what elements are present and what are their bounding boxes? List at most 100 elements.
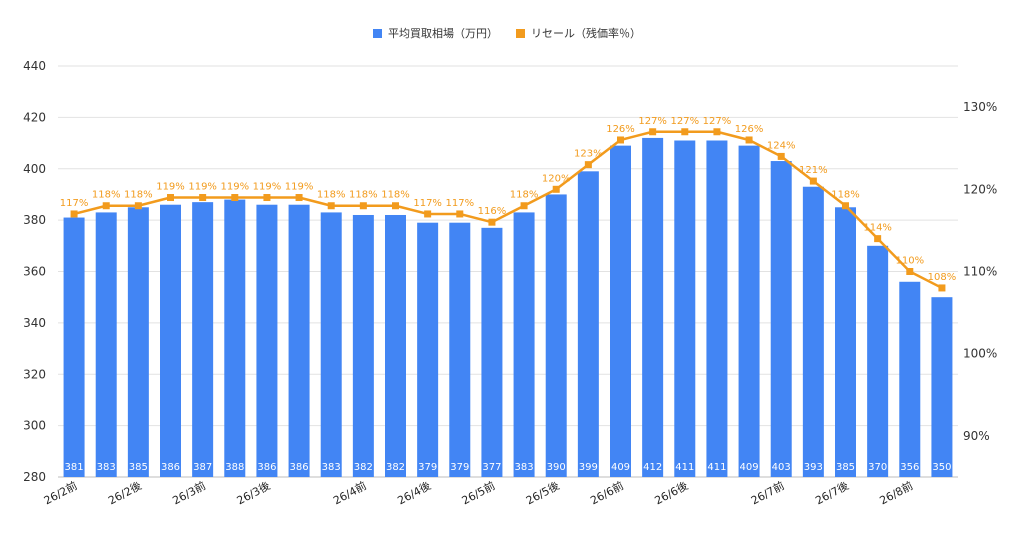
line-point-label: 119% <box>220 182 249 193</box>
line-series: 117%118% 118%119% 119% 119% 119% 119%118% 118%… <box>60 116 956 292</box>
line-point-label: 126% <box>606 124 635 135</box>
bar-value-label: 411 <box>675 462 694 473</box>
line-point-label: 118% <box>317 190 346 201</box>
y-right-tick-label: 90% <box>963 429 990 443</box>
y-left-tick-label: 420 <box>23 110 46 124</box>
bar-value-label: 388 <box>225 462 244 473</box>
line-point <box>424 210 432 218</box>
bar <box>867 245 889 477</box>
bar <box>352 214 374 478</box>
line-point-label: 118% <box>92 190 121 201</box>
line-point <box>809 177 817 185</box>
y-left-tick-label: 400 <box>23 162 46 176</box>
line-point <box>906 268 914 275</box>
line-point <box>167 194 174 202</box>
line-point-label: 108% <box>928 272 957 283</box>
line-point-label: 110% <box>895 256 924 267</box>
y-right-tick-label: 100% <box>963 347 997 361</box>
bar-value-label: 377 <box>482 462 501 473</box>
bar <box>417 222 439 477</box>
line-point <box>392 202 399 210</box>
bar-value-label: 412 <box>643 462 662 473</box>
bar-value-label: 356 <box>900 462 919 473</box>
bar-value-label: 382 <box>354 462 373 473</box>
bar-value-label: 350 <box>932 462 951 473</box>
bar-value-label: 386 <box>257 462 276 473</box>
line-point <box>874 235 882 243</box>
line-point-label: 126% <box>735 124 764 135</box>
bar <box>224 199 246 477</box>
bar <box>320 212 342 477</box>
bar-value-label: 399 <box>579 462 598 473</box>
bar-value-label: 390 <box>547 462 566 473</box>
bar-value-label: 370 <box>868 462 887 473</box>
bar <box>835 207 856 477</box>
bar <box>192 202 214 478</box>
y-right-tick-label: 110% <box>963 265 997 279</box>
bar-value-label: 411 <box>707 462 726 473</box>
line-point-label: 118% <box>831 190 860 201</box>
bar-value-label: 379 <box>418 462 437 473</box>
x-tick-label: 26/4前 <box>331 478 369 507</box>
bar-value-label: 383 <box>515 462 534 473</box>
line-point-label: 127% <box>638 116 667 127</box>
line-point <box>456 210 464 218</box>
x-tick-label: 26/7後 <box>813 478 851 507</box>
y-right-tick-label: 120% <box>963 182 997 196</box>
bar <box>288 204 310 477</box>
bar-value-label: 393 <box>804 462 823 473</box>
line-point-label: 118% <box>510 190 539 201</box>
x-tick-label: 26/8前 <box>877 478 915 507</box>
bar <box>674 140 696 477</box>
line-point-label: 127% <box>670 116 699 127</box>
bar-value-label: 379 <box>450 462 469 473</box>
line-point-label: 117% <box>445 198 474 209</box>
y-left-tick-label: 300 <box>23 419 46 433</box>
x-tick-label: 26/2前 <box>41 478 79 507</box>
bar <box>899 281 921 477</box>
line-point <box>327 202 335 210</box>
bar <box>160 204 181 477</box>
bar <box>577 171 599 477</box>
bar <box>513 212 535 477</box>
bar <box>738 145 760 477</box>
x-tick-label: 26/7前 <box>749 478 787 507</box>
bar <box>385 214 406 478</box>
x-tick-label: 26/6後 <box>652 478 690 507</box>
line-point-label: 120% <box>542 173 571 184</box>
line-point-label: 118% <box>124 190 153 201</box>
bar-value-label: 385 <box>836 462 855 473</box>
bar <box>642 137 664 478</box>
line-point <box>649 128 657 136</box>
x-tick-label: 26/3前 <box>170 478 208 507</box>
y-left-tick-label: 280 <box>23 470 46 484</box>
bar-value-label: 383 <box>97 462 116 473</box>
bar-value-label: 403 <box>772 462 791 473</box>
bar <box>706 140 728 477</box>
x-tick-label: 26/5後 <box>524 478 562 507</box>
y-left-tick-label: 360 <box>23 265 46 279</box>
line-point <box>231 194 239 202</box>
line-point-label: 123% <box>574 149 603 160</box>
line-point-label: 119% <box>253 182 282 193</box>
line-point <box>359 202 367 210</box>
line-point <box>134 202 142 210</box>
resale-line <box>73 130 943 290</box>
line-point <box>199 194 207 202</box>
line-point <box>295 194 303 202</box>
y-axis-left: 280 300 320 340 360 380 400 420 440 <box>23 59 46 484</box>
line-point <box>938 284 946 292</box>
line-point <box>617 136 624 144</box>
bar <box>449 222 471 477</box>
bar <box>127 207 149 477</box>
y-left-tick-label: 440 <box>23 59 46 73</box>
bar-value-label: 386 <box>290 462 309 473</box>
line-point <box>842 202 849 210</box>
bar <box>63 217 85 477</box>
bar <box>256 204 278 477</box>
bar <box>802 186 824 477</box>
line-point-label: 119% <box>188 182 217 193</box>
bar-value-label: 386 <box>161 462 180 473</box>
legend-swatch-bar <box>373 29 382 38</box>
